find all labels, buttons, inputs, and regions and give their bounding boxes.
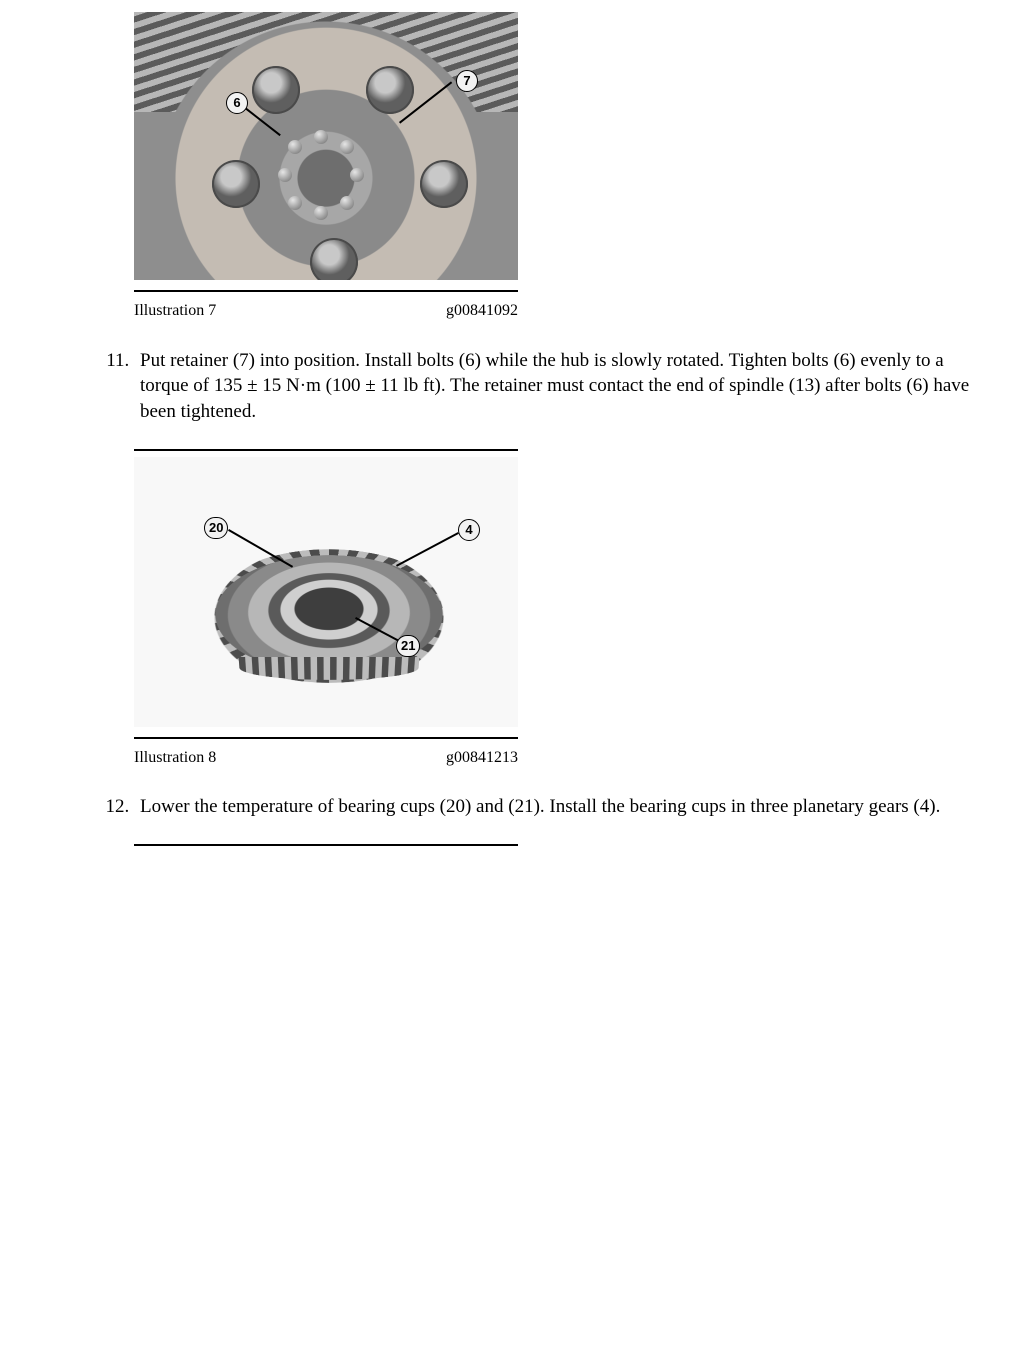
callout-7: 7 — [456, 70, 478, 92]
figure-8-gear-teeth-front — [239, 656, 420, 679]
trailing-rule — [134, 844, 518, 846]
figure-8-rule-bottom — [134, 737, 518, 739]
step-11-text: Put retainer (7) into position. Install … — [140, 350, 969, 422]
figure-7-retainer-bolt — [340, 140, 354, 154]
figure-7-planet-bore — [252, 66, 300, 114]
figure-7: 6 7 Illustration 7 g00841092 — [134, 12, 518, 324]
figure-7-retainer-bolt — [314, 206, 328, 220]
figure-7-planet-bore — [420, 160, 468, 208]
figure-8-caption: Illustration 8 g00841213 — [134, 745, 518, 771]
figure-7-planet-bore — [212, 160, 260, 208]
figure-8-rule-top — [134, 449, 518, 451]
figure-7-retainer-bolt — [340, 196, 354, 210]
figure-7-retainer-bolt — [288, 140, 302, 154]
figure-7-planet-bore — [310, 238, 358, 280]
callout-6: 6 — [226, 92, 248, 114]
figure-7-planet-bore — [366, 66, 414, 114]
callout-21: 21 — [396, 635, 420, 657]
callout-20: 20 — [204, 517, 228, 539]
figure-7-caption-label: Illustration 7 — [134, 300, 216, 322]
figure-7-retainer-bolt — [314, 130, 328, 144]
figure-8-image: 20 4 21 — [134, 457, 518, 727]
figure-8: 20 4 21 Illustration 8 g00841213 — [134, 449, 518, 771]
figure-8-caption-code: g00841213 — [446, 747, 518, 769]
figure-8-caption-label: Illustration 8 — [134, 747, 216, 769]
figure-7-caption-code: g00841092 — [446, 300, 518, 322]
procedure-list: Put retainer (7) into position. Install … — [48, 348, 976, 425]
step-12: Lower the temperature of bearing cups (2… — [134, 794, 976, 820]
figure-7-ring-gear-teeth — [134, 12, 518, 112]
figure-7-image: 6 7 — [134, 12, 518, 280]
figure-7-retainer-bolt — [288, 196, 302, 210]
figure-7-caption: Illustration 7 g00841092 — [134, 298, 518, 324]
step-12-text: Lower the temperature of bearing cups (2… — [140, 796, 940, 817]
figure-7-retainer-bolt — [278, 168, 292, 182]
figure-7-retainer-bolt — [350, 168, 364, 182]
procedure-list-continued: Lower the temperature of bearing cups (2… — [48, 794, 976, 820]
figure-8-planetary-gear — [202, 555, 455, 673]
step-11: Put retainer (7) into position. Install … — [134, 348, 976, 425]
next-figure-lead — [134, 844, 518, 846]
figure-7-rule — [134, 290, 518, 292]
callout-4: 4 — [458, 519, 480, 541]
